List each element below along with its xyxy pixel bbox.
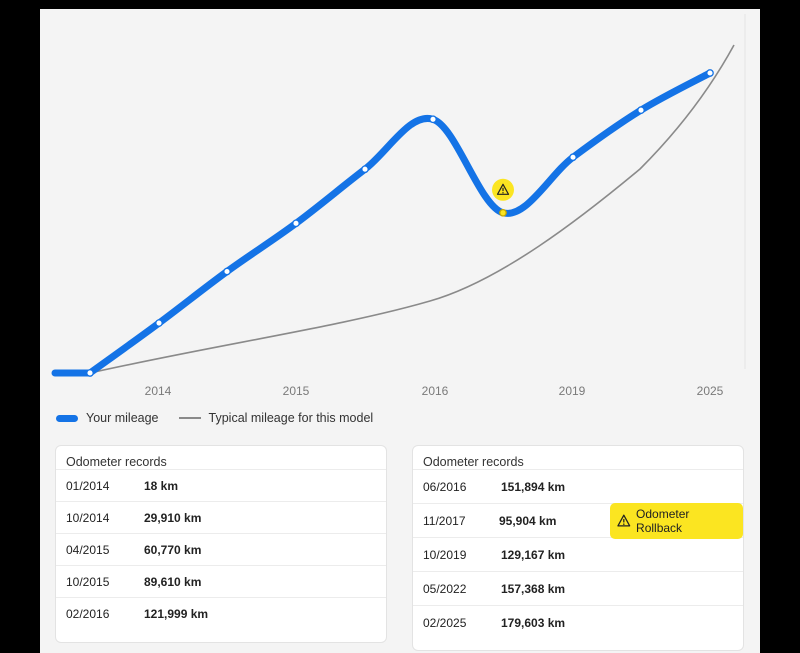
legend-swatch-typical: [178, 417, 201, 419]
record-date: 02/2025: [423, 615, 467, 630]
table-row: 02/2025 179,603 km: [413, 605, 743, 639]
record-km: 18 km: [144, 478, 179, 493]
x-tick-label: 2016: [422, 384, 449, 398]
x-tick-label: 2019: [559, 384, 586, 398]
mileage-point[interactable]: [155, 319, 163, 327]
mileage-point[interactable]: [292, 219, 300, 228]
table-row: 10/2014 29,910 km: [56, 501, 386, 533]
warning-triangle-icon[interactable]: [492, 178, 514, 201]
table-row: 11/2017 95,904 km Odometer Rollback: [413, 502, 743, 539]
record-km: 179,603 km: [501, 615, 566, 630]
record-km: 129,167 km: [501, 547, 566, 562]
record-date: 04/2015: [66, 542, 110, 557]
record-km: 121,999 km: [144, 606, 209, 621]
mileage-point[interactable]: [706, 69, 714, 77]
mileage-point[interactable]: [499, 208, 507, 217]
mileage-point[interactable]: [569, 153, 577, 162]
table-row: 10/2015 89,610 km: [56, 565, 386, 597]
table-row: 01/2014 18 km: [56, 469, 386, 501]
mileage-point[interactable]: [429, 115, 437, 124]
record-date: 11/2017: [423, 513, 466, 528]
mileage-point[interactable]: [86, 369, 94, 377]
x-tick-label: 2025: [697, 384, 724, 398]
table-row: 06/2016 151,894 km: [413, 469, 743, 503]
mileage-chart: 2014 2015 2016 2019 2025: [51, 14, 746, 398]
mileage-point[interactable]: [637, 106, 645, 114]
table-row: 05/2022 157,368 km: [413, 571, 743, 605]
mileage-point[interactable]: [223, 267, 231, 276]
x-tick-label: 2014: [145, 384, 172, 398]
record-km: 157,368 km: [501, 581, 566, 596]
badge-label: Odometer Rollback: [636, 506, 690, 535]
record-date: 01/2014: [66, 478, 110, 493]
mileage-point[interactable]: [361, 165, 369, 174]
record-date: 10/2014: [66, 510, 110, 525]
your-mileage-line: [86, 69, 714, 377]
x-tick-label: 2015: [283, 384, 310, 398]
record-km: 89,610 km: [144, 574, 202, 589]
record-date: 06/2016: [423, 479, 467, 494]
record-km: 151,894 km: [501, 479, 566, 494]
legend-label-your-mileage: Your mileage: [86, 411, 159, 425]
legend-swatch-your-mileage: [56, 414, 78, 422]
card-title: Odometer records: [423, 455, 524, 469]
warning-triangle-icon: [617, 514, 631, 527]
odometer-records-card-left: Odometer records 01/2014 18 km 10/2014 2…: [55, 445, 387, 643]
odometer-rollback-badge: Odometer Rollback: [610, 502, 743, 539]
table-row: 02/2016 121,999 km: [56, 597, 386, 629]
record-km: 29,910 km: [144, 510, 202, 525]
table-row: 10/2019 129,167 km: [413, 537, 743, 571]
chart-legend: Your mileage Typical mileage for this mo…: [56, 411, 373, 425]
record-km: 95,904 km: [498, 513, 557, 528]
mileage-panel: 2014 2015 2016 2019 2025 Your mileage Typica…: [40, 9, 760, 653]
table-row: 04/2015 60,770 km: [56, 533, 386, 565]
card-title: Odometer records: [66, 455, 167, 469]
record-date: 05/2022: [423, 581, 467, 596]
typical-mileage-line: [89, 44, 735, 374]
record-date: 02/2016: [66, 606, 110, 621]
record-date: 10/2015: [66, 574, 110, 589]
record-date: 10/2019: [423, 547, 467, 562]
legend-label-typical: Typical mileage for this model: [208, 411, 374, 425]
odometer-records-card-right: Odometer records 06/2016 151,894 km 11/2…: [412, 445, 744, 651]
record-km: 60,770 km: [144, 542, 202, 557]
